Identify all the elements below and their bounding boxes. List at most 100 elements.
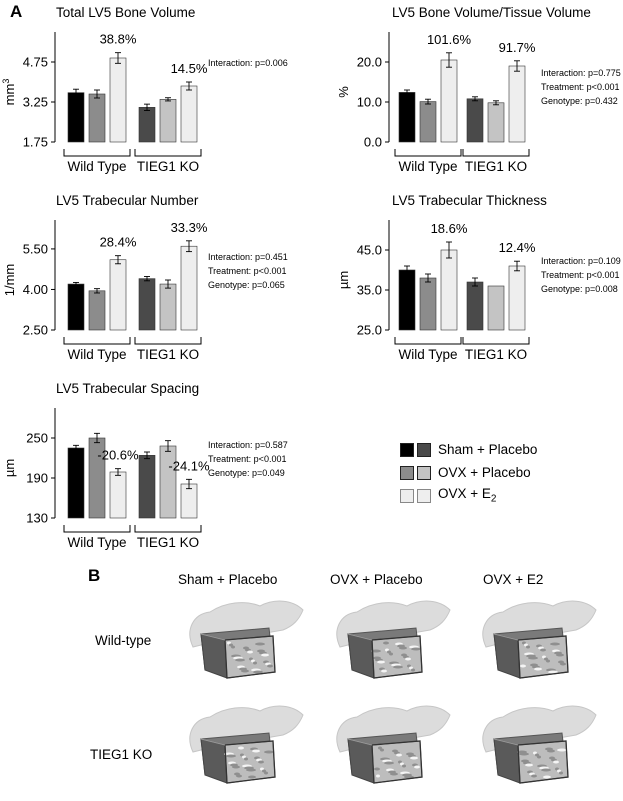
chart-bv-tv: LV5 Bone Volume/Tissue Volume 0.0 10.0 20.0… (336, 5, 621, 174)
bar (88, 290, 106, 331)
percent-annotation: 18.6% (431, 221, 468, 236)
legend-item: OVX + Placebo (400, 461, 537, 484)
bone-render-ko-sham (189, 705, 304, 784)
y-axis-label: 1/mm (2, 264, 17, 297)
column-title-sham: Sham + Placebo (178, 572, 278, 587)
stat-text: Genotype: p=0.049 (208, 468, 285, 478)
chart-trabecular-thickness: LV5 Trabecular Thickness 25.0 35.0 45.0 µm 18… (336, 193, 621, 362)
panel-a-label: A (10, 2, 23, 21)
bar (67, 92, 85, 143)
bar (159, 283, 177, 331)
y-tick-label: 4.75 (23, 55, 48, 70)
stat-text: Interaction: p=0.006 (208, 58, 288, 68)
bone-render-ko-ovx (336, 705, 451, 784)
y-tick-label: 190 (26, 471, 48, 486)
bar (508, 65, 526, 143)
y-tick-label: 25.0 (357, 323, 382, 338)
bone-render-wt-ovx (336, 600, 451, 679)
bar (159, 99, 177, 143)
y-tick-label: 10.0 (357, 95, 382, 110)
legend-item: Sham + Placebo (400, 438, 537, 461)
bar (440, 249, 458, 331)
group-bracket (134, 337, 202, 345)
group-label: Wild Type (67, 535, 126, 550)
y-axis-label: µm (2, 459, 17, 477)
stat-text: Interaction: p=0.775 (541, 68, 621, 78)
group-label: TIEG1 KO (137, 159, 199, 174)
bar (159, 445, 177, 519)
percent-annotation: 33.3% (171, 220, 208, 235)
group-bracket (134, 525, 202, 533)
percent-annotation: -20.6% (97, 448, 139, 463)
y-tick-label: 4.00 (23, 282, 48, 297)
y-tick-label: 1.75 (23, 135, 48, 150)
stat-text: Interaction: p=0.451 (208, 252, 288, 262)
bar (138, 107, 156, 143)
percent-annotation: 38.8% (100, 32, 137, 47)
column-title-ovx-e2: OVX + E2 (483, 572, 544, 587)
bar (419, 101, 437, 143)
bar (466, 98, 484, 143)
y-axis-label: % (336, 86, 351, 98)
chart-title: LV5 Bone Volume/Tissue Volume (392, 5, 591, 20)
bar (67, 447, 85, 519)
bar (508, 265, 526, 331)
stat-text: Genotype: p=0.432 (541, 96, 618, 106)
bar (487, 102, 505, 143)
percent-annotation: 91.7% (499, 40, 536, 55)
column-title-ovx: OVX + Placebo (330, 572, 423, 587)
chart-title: LV5 Trabecular Thickness (392, 193, 547, 208)
y-tick-label: 5.50 (23, 241, 48, 256)
y-tick-label: 45.0 (357, 243, 382, 258)
group-bracket (394, 149, 462, 157)
bar (419, 277, 437, 331)
legend-swatch-wt (400, 465, 414, 480)
group-label: TIEG1 KO (465, 159, 527, 174)
percent-annotation: 101.6% (427, 32, 472, 47)
bar (67, 283, 85, 331)
legend-label: OVX + E2 (438, 486, 497, 505)
bar (466, 281, 484, 331)
stat-text: Treatment: p<0.001 (208, 266, 286, 276)
group-bracket (134, 149, 202, 157)
chart-title: LV5 Trabecular Spacing (56, 381, 199, 396)
stat-text: Interaction: p=0.587 (208, 440, 288, 450)
group-label: TIEG1 KO (137, 347, 199, 362)
legend-swatch-ko (417, 488, 431, 503)
group-label: TIEG1 KO (137, 535, 199, 550)
group-bracket (462, 337, 530, 345)
y-axis-label: mm3 (1, 79, 17, 106)
stat-text: Genotype: p=0.065 (208, 280, 285, 290)
bar (440, 59, 458, 143)
legend-swatch-wt (400, 488, 414, 503)
percent-annotation: 12.4% (499, 240, 536, 255)
bar (88, 93, 106, 143)
stat-text: Treatment: p<0.001 (541, 270, 619, 280)
panel-b-label: B (88, 566, 101, 585)
bar (180, 85, 198, 143)
y-tick-label: 20.0 (357, 55, 382, 70)
bar (109, 57, 127, 143)
bar (109, 259, 127, 331)
legend-label: OVX + Placebo (438, 465, 531, 480)
y-tick-label: 130 (26, 511, 48, 526)
row-title-wild-type: Wild-type (95, 633, 152, 648)
bar (109, 471, 127, 519)
group-bracket (63, 525, 131, 533)
bone-render-wt-sham (189, 600, 304, 679)
group-bracket (462, 149, 530, 157)
group-label: Wild Type (67, 159, 126, 174)
bar (180, 245, 198, 331)
bar (398, 92, 416, 143)
group-label: Wild Type (398, 347, 457, 362)
percent-annotation: -24.1% (168, 458, 210, 473)
percent-annotation: 28.4% (100, 235, 137, 250)
y-tick-label: 3.25 (23, 95, 48, 110)
legend: Sham + Placebo OVX + Placebo OVX + E2 (400, 438, 537, 507)
chart-trabecular-spacing: LV5 Trabecular Spacing 130 190 250 µm -20.6% W… (2, 381, 288, 550)
stat-text: Treatment: p<0.001 (541, 82, 619, 92)
row-title-tieg1-ko: TIEG1 KO (90, 747, 153, 762)
group-label: TIEG1 KO (465, 347, 527, 362)
legend-label: Sham + Placebo (438, 442, 538, 457)
group-label: Wild Type (67, 347, 126, 362)
